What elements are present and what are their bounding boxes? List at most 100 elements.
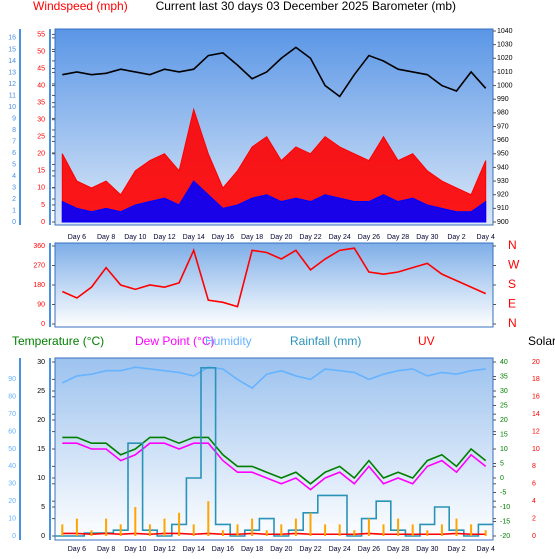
tick-label: 13 bbox=[8, 69, 16, 76]
bar bbox=[455, 518, 458, 536]
bar bbox=[61, 524, 64, 536]
tick-label: 940 bbox=[497, 164, 509, 171]
tick-label: 15 bbox=[500, 431, 508, 438]
x-tick-label: Day 28 bbox=[387, 546, 409, 553]
tick-label: 16 bbox=[532, 394, 540, 401]
tick-label: 50 bbox=[8, 446, 16, 453]
bar bbox=[440, 524, 443, 536]
x-tick-label: Day 20 bbox=[270, 546, 292, 553]
tick-label: 1000 bbox=[497, 82, 513, 89]
tick-label: 6 bbox=[532, 481, 536, 488]
tick-label: 1020 bbox=[497, 55, 513, 62]
bar bbox=[148, 524, 151, 536]
tick-label: 0 bbox=[12, 219, 16, 226]
tick-label: 0 bbox=[12, 533, 16, 540]
x-tick-label: Day 18 bbox=[241, 546, 263, 553]
tick-label: 40 bbox=[37, 82, 45, 89]
x-tick-label: Day 12 bbox=[153, 546, 175, 553]
tick-label: 950 bbox=[497, 151, 509, 158]
tick-label: 1030 bbox=[497, 41, 513, 48]
tick-label: 15 bbox=[8, 46, 16, 53]
tick-label: 40 bbox=[500, 359, 508, 366]
tick-label: 7 bbox=[12, 138, 16, 145]
bar bbox=[207, 501, 210, 536]
bar bbox=[484, 530, 487, 536]
x-tick-label: Day 28 bbox=[387, 234, 409, 241]
tick-label: 10 bbox=[500, 446, 508, 453]
bar bbox=[221, 530, 224, 536]
tick-label: N bbox=[508, 316, 517, 330]
tick-label: 60 bbox=[8, 428, 16, 435]
tick-label: 50 bbox=[37, 48, 45, 55]
tick-label: -20 bbox=[500, 533, 510, 540]
x-tick-label: Day 24 bbox=[329, 546, 351, 553]
area bbox=[61, 107, 487, 223]
tick-label: 16 bbox=[8, 35, 16, 42]
tick-label: 8 bbox=[12, 127, 16, 134]
tick-label: 11 bbox=[9, 92, 16, 99]
tick-label: 9 bbox=[12, 115, 16, 122]
legend-entry: Temperature (°C) bbox=[12, 334, 104, 348]
x-tick-label: Day 4 bbox=[477, 546, 495, 553]
tick-label: 5 bbox=[500, 460, 504, 467]
mid-panel bbox=[54, 242, 494, 328]
tick-label: 70 bbox=[8, 411, 16, 418]
x-tick-label: Day 6 bbox=[68, 234, 86, 241]
tick-label: 10 bbox=[8, 515, 16, 522]
x-tick-label: Day 26 bbox=[358, 234, 380, 241]
bar bbox=[411, 524, 414, 536]
line bbox=[61, 247, 487, 308]
tick-label: 0 bbox=[532, 533, 536, 540]
x-tick-label: Day 24 bbox=[329, 234, 351, 241]
tick-label: 930 bbox=[497, 178, 509, 185]
bar bbox=[163, 518, 166, 536]
bar bbox=[105, 518, 108, 536]
tick-label: 45 bbox=[37, 65, 45, 72]
bar bbox=[134, 507, 137, 536]
y-axis-title: Windspeed (mph) bbox=[33, 0, 128, 13]
legend-entry: Dew Point (°C) bbox=[135, 334, 214, 348]
tick-label: 1 bbox=[12, 207, 16, 214]
line bbox=[62, 442, 487, 491]
tick-label: 25 bbox=[500, 402, 508, 409]
tick-label: 12 bbox=[532, 428, 540, 435]
x-tick-label: Day 16 bbox=[212, 546, 234, 553]
tick-label: 35 bbox=[500, 373, 508, 380]
bar bbox=[324, 524, 327, 536]
x-tick-label: Day 8 bbox=[97, 234, 115, 241]
tick-label: S bbox=[508, 277, 516, 291]
tick-label: 80 bbox=[8, 394, 16, 401]
tick-label: 20 bbox=[8, 498, 16, 505]
bar bbox=[236, 524, 239, 536]
x-tick-label: Day 2 bbox=[447, 234, 465, 241]
tick-label: 1040 bbox=[497, 28, 513, 35]
tick-label: 5 bbox=[41, 504, 45, 511]
line bbox=[62, 532, 486, 536]
tick-label: 2 bbox=[532, 515, 536, 522]
tick-label: 2 bbox=[12, 196, 16, 203]
x-tick-label: Day 4 bbox=[477, 234, 495, 241]
bar bbox=[119, 524, 122, 536]
x-tick-label: Day 22 bbox=[299, 234, 321, 241]
tick-label: 10 bbox=[37, 475, 45, 482]
tick-label: 12 bbox=[8, 81, 16, 88]
bar bbox=[367, 518, 370, 536]
x-tick-label: Day 30 bbox=[416, 234, 438, 241]
tick-label: 270 bbox=[33, 262, 45, 269]
tick-label: 180 bbox=[33, 282, 45, 289]
bar bbox=[294, 518, 297, 536]
tick-label: 0 bbox=[41, 321, 45, 328]
tick-label: 30 bbox=[8, 481, 16, 488]
tick-label: N bbox=[508, 238, 517, 252]
x-tick-label: Day 20 bbox=[270, 234, 292, 241]
legend-entry: UV bbox=[418, 334, 435, 348]
tick-label: 0 bbox=[500, 475, 504, 482]
x-tick-label: Day 8 bbox=[97, 546, 115, 553]
x-tick-label: Day 22 bbox=[299, 546, 321, 553]
legend-entry: Solar bbox=[528, 334, 555, 348]
area bbox=[61, 180, 487, 223]
tick-label: 20 bbox=[37, 417, 45, 424]
tick-label: 920 bbox=[497, 192, 509, 199]
tick-label: 30 bbox=[500, 388, 508, 395]
bar bbox=[280, 524, 283, 536]
